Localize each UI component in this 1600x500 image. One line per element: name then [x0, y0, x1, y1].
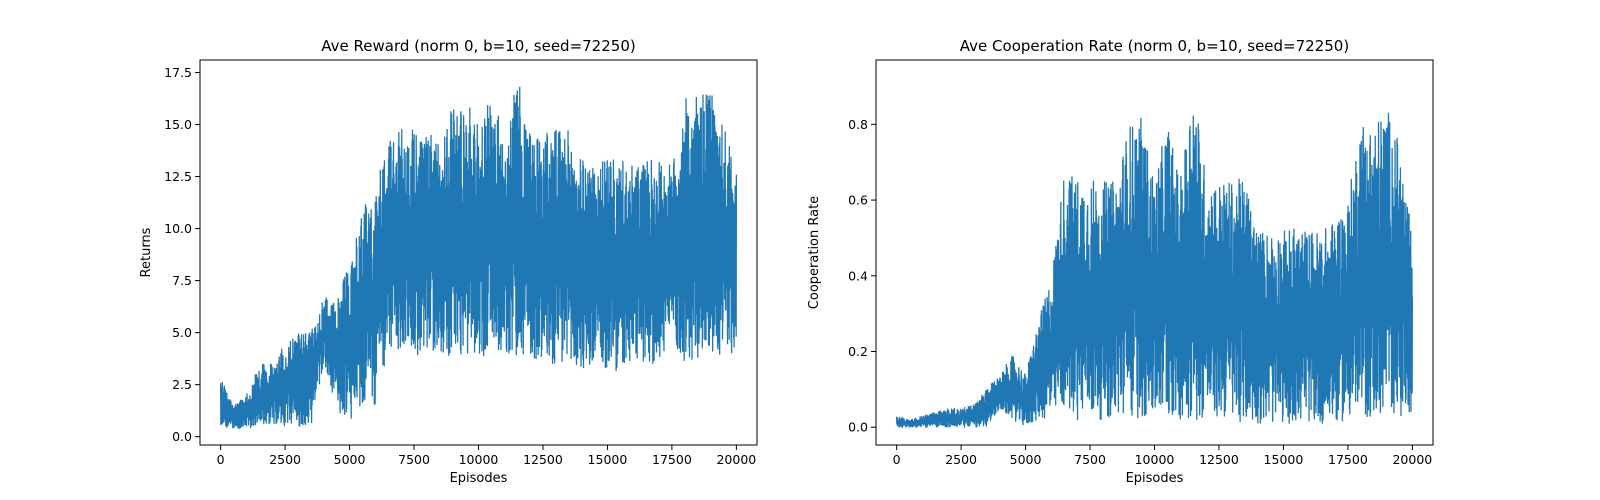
x-tick-label-1-4: 10000: [1135, 452, 1175, 467]
x-tick-label-1-1: 2500: [945, 452, 977, 467]
y-tick-label-0-4: 10.0: [164, 221, 192, 236]
series-line-1: [895, 112, 1414, 428]
x-tick-label-0-7: 17500: [652, 452, 692, 467]
y-tick-label-0-6: 15.0: [164, 117, 192, 132]
x-axis-label-0: Episodes: [450, 471, 508, 486]
y-tick-label-1-1: 0.2: [848, 344, 868, 359]
x-tick-label-1-7: 17500: [1328, 452, 1368, 467]
chart-title-0: Ave Reward (norm 0, b=10, seed=72250): [321, 37, 635, 55]
y-axis-label-1: Cooperation Rate: [807, 196, 822, 309]
x-tick-label-0-3: 7500: [398, 452, 430, 467]
x-tick-label-1-5: 12500: [1199, 452, 1239, 467]
y-tick-label-1-0: 0.0: [848, 420, 868, 435]
x-tick-label-1-2: 5000: [1010, 452, 1042, 467]
series-line-0: [219, 86, 738, 429]
x-tick-label-0-4: 10000: [459, 452, 499, 467]
x-tick-label-0-0: 0: [217, 452, 225, 467]
x-tick-label-1-3: 7500: [1074, 452, 1106, 467]
cooperation-rate-chart: 0 2500 5000 7500 10000 12500 15000 17500 20000 0.…: [807, 37, 1434, 486]
y-tick-label-1-4: 0.8: [848, 117, 868, 132]
y-tick-label-0-7: 17.5: [164, 65, 192, 80]
x-tick-label-0-5: 12500: [523, 452, 563, 467]
x-axis-label-1: Episodes: [1126, 471, 1184, 486]
y-tick-label-0-1: 2.5: [172, 377, 192, 392]
x-tick-label-0-2: 5000: [334, 452, 366, 467]
y-tick-label-0-2: 5.0: [172, 325, 192, 340]
y-tick-label-0-3: 7.5: [172, 273, 192, 288]
y-tick-label-1-3: 0.6: [848, 193, 868, 208]
x-tick-label-1-0: 0: [893, 452, 901, 467]
reward-chart: 0 2500 5000 7500 10000 12500 15000 17500 20000 0.…: [139, 37, 758, 486]
y-tick-label-1-2: 0.4: [848, 268, 868, 283]
y-tick-label-0-5: 12.5: [164, 169, 192, 184]
x-tick-label-0-1: 2500: [269, 452, 301, 467]
y-axis-label-0: Returns: [139, 227, 154, 277]
chart-title-1: Ave Cooperation Rate (norm 0, b=10, seed…: [960, 37, 1349, 55]
x-tick-label-0-8: 20000: [716, 452, 756, 467]
x-tick-label-0-6: 15000: [588, 452, 628, 467]
x-tick-label-1-6: 15000: [1264, 452, 1304, 467]
x-tick-label-1-8: 20000: [1392, 452, 1432, 467]
y-tick-label-0-0: 0.0: [172, 429, 192, 444]
